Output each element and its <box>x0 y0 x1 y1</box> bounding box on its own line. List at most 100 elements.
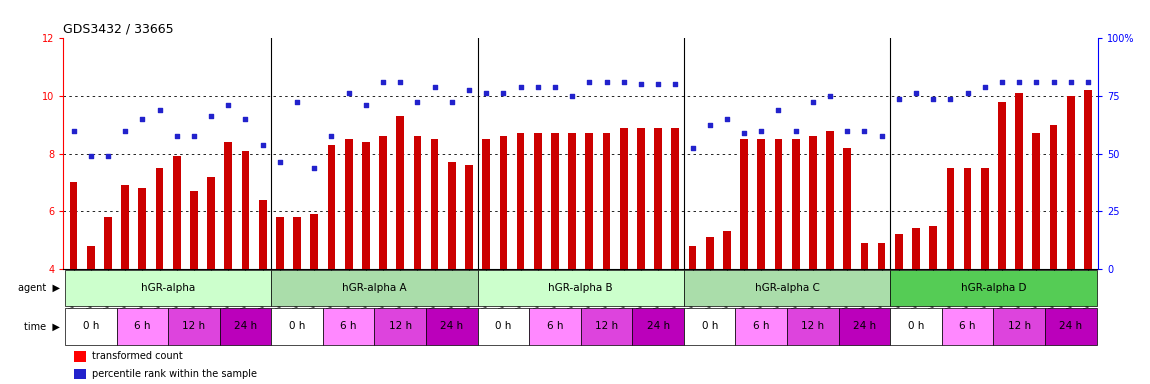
Point <box>1061 78 1080 84</box>
Bar <box>981 168 989 269</box>
Bar <box>397 116 404 269</box>
Bar <box>1084 90 1091 269</box>
Point <box>82 153 100 160</box>
Point <box>305 165 323 171</box>
Point <box>975 84 994 90</box>
Bar <box>271 308 323 345</box>
Point <box>270 159 289 165</box>
Bar <box>220 308 271 345</box>
Text: percentile rank within the sample: percentile rank within the sample <box>92 369 258 379</box>
Point <box>512 84 530 90</box>
Text: 0 h: 0 h <box>289 321 305 331</box>
Point <box>391 78 409 84</box>
Bar <box>890 270 1097 306</box>
Bar <box>912 228 920 269</box>
Point <box>923 96 942 102</box>
Bar <box>838 308 890 345</box>
Bar <box>534 134 542 269</box>
Point <box>838 127 857 134</box>
Bar <box>942 308 994 345</box>
Bar <box>843 148 851 269</box>
Bar <box>723 231 730 269</box>
Bar <box>293 217 301 269</box>
Text: 24 h: 24 h <box>440 321 463 331</box>
Bar <box>426 308 477 345</box>
Bar <box>1050 125 1057 269</box>
Bar <box>551 134 559 269</box>
Point <box>804 99 822 105</box>
Point <box>288 99 306 105</box>
Point <box>907 90 926 96</box>
Text: 12 h: 12 h <box>802 321 825 331</box>
Text: 0 h: 0 h <box>702 321 718 331</box>
Point <box>339 90 358 96</box>
Bar <box>74 369 86 379</box>
Bar <box>70 182 77 269</box>
Bar <box>64 308 116 345</box>
Bar <box>207 177 215 269</box>
Point <box>856 127 874 134</box>
Point <box>236 116 254 122</box>
Bar <box>929 225 937 269</box>
Bar <box>568 134 576 269</box>
Bar <box>684 308 736 345</box>
Point <box>426 84 444 90</box>
Point <box>1010 78 1028 84</box>
Bar <box>362 142 369 269</box>
Bar <box>603 134 611 269</box>
Bar <box>529 308 581 345</box>
Point <box>460 87 478 93</box>
Text: 12 h: 12 h <box>1007 321 1030 331</box>
Bar <box>620 127 628 269</box>
Bar <box>998 102 1006 269</box>
Bar <box>964 168 972 269</box>
Bar <box>585 134 593 269</box>
Bar <box>323 308 375 345</box>
Text: 6 h: 6 h <box>135 321 151 331</box>
Point <box>64 127 83 134</box>
Bar <box>121 185 129 269</box>
Text: time  ▶: time ▶ <box>24 321 60 331</box>
Bar <box>637 127 645 269</box>
Point <box>99 153 117 160</box>
Bar <box>826 131 834 269</box>
Bar <box>792 139 799 269</box>
Bar <box>168 308 220 345</box>
Bar <box>431 139 438 269</box>
Text: transformed count: transformed count <box>92 351 183 361</box>
Text: GDS3432 / 33665: GDS3432 / 33665 <box>63 23 174 36</box>
Point <box>873 133 891 139</box>
Point <box>992 78 1011 84</box>
Bar <box>775 139 782 269</box>
Point <box>890 96 908 102</box>
Point <box>1027 78 1045 84</box>
Point <box>821 93 839 99</box>
Bar <box>155 168 163 269</box>
Bar <box>736 308 787 345</box>
Text: 24 h: 24 h <box>1059 321 1082 331</box>
Point <box>700 122 719 128</box>
Bar <box>105 217 112 269</box>
Bar <box>581 308 632 345</box>
Point <box>322 133 340 139</box>
Point <box>631 81 650 88</box>
Text: 6 h: 6 h <box>340 321 356 331</box>
Point <box>718 116 736 122</box>
Point <box>1044 78 1063 84</box>
Bar <box>380 136 386 269</box>
Bar <box>482 139 490 269</box>
Bar <box>259 200 267 269</box>
Bar <box>116 308 168 345</box>
Bar <box>328 145 336 269</box>
Bar <box>64 270 271 306</box>
Bar <box>758 139 765 269</box>
Point <box>253 142 271 148</box>
Text: 24 h: 24 h <box>853 321 876 331</box>
Bar <box>860 243 868 269</box>
Text: 0 h: 0 h <box>907 321 925 331</box>
Bar <box>808 136 816 269</box>
Point <box>666 81 684 88</box>
Bar <box>994 308 1045 345</box>
Point <box>408 99 427 105</box>
Bar <box>1015 93 1024 269</box>
